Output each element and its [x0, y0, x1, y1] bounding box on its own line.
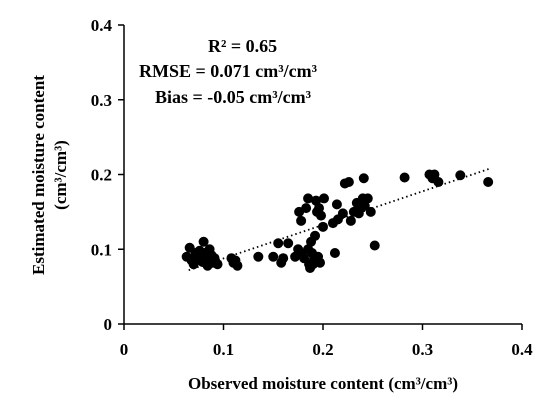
- data-point: [399, 172, 410, 183]
- data-point: [318, 221, 328, 232]
- data-point: [362, 193, 373, 204]
- y-tick-label: 0: [104, 315, 113, 334]
- data-point: [273, 238, 284, 249]
- data-point: [283, 238, 294, 249]
- y-axis-label-line1: Estimated moisture content: [29, 75, 48, 275]
- data-point: [278, 253, 289, 264]
- data-point: [310, 230, 321, 241]
- data-point: [198, 236, 209, 247]
- y-tick-label: 0.4: [91, 16, 113, 35]
- stat-bias: Bias = -0.05 cm³/cm³: [155, 87, 312, 107]
- x-axis-label: Observed moisture content (cm³/cm³): [188, 374, 458, 393]
- data-point: [232, 260, 243, 271]
- data-point: [429, 169, 440, 180]
- ticks: 0 0.1 0.2 0.3 0.4 0 0.1 0.2 0.3 0.4: [91, 16, 533, 359]
- data-point: [212, 259, 223, 270]
- data-point: [483, 176, 494, 187]
- x-tick-label: 0.3: [412, 340, 433, 359]
- data-point: [303, 193, 314, 204]
- data-point: [316, 210, 327, 221]
- data-point: [314, 203, 325, 214]
- y-tick-label: 0.2: [91, 166, 112, 185]
- data-point: [331, 199, 342, 210]
- data-point: [365, 206, 376, 217]
- data-point: [455, 170, 466, 181]
- y-tick-label: 0.3: [91, 91, 112, 110]
- data-point: [358, 173, 369, 184]
- x-tick-label: 0.2: [312, 340, 333, 359]
- data-point: [343, 176, 354, 187]
- x-tick-label: 0: [120, 340, 129, 359]
- plot-area: [181, 167, 494, 273]
- data-point: [345, 215, 356, 226]
- data-point: [369, 240, 380, 251]
- stat-rmse: RMSE = 0.071 cm³/cm³: [139, 61, 318, 81]
- data-point: [315, 257, 326, 268]
- y-axis-label-line2: (cm³/cm³): [51, 140, 70, 210]
- data-point: [268, 251, 279, 262]
- data-point: [318, 193, 329, 204]
- x-tick-label: 0.1: [213, 340, 234, 359]
- y-tick-label: 0.1: [91, 240, 112, 259]
- data-point: [337, 208, 348, 219]
- data-point: [296, 215, 307, 226]
- data-point: [301, 203, 312, 214]
- data-point: [433, 176, 444, 187]
- data-point: [253, 251, 264, 262]
- data-point: [329, 247, 340, 258]
- stat-r2: R² = 0.65: [208, 36, 277, 56]
- x-tick-label: 0.4: [511, 340, 533, 359]
